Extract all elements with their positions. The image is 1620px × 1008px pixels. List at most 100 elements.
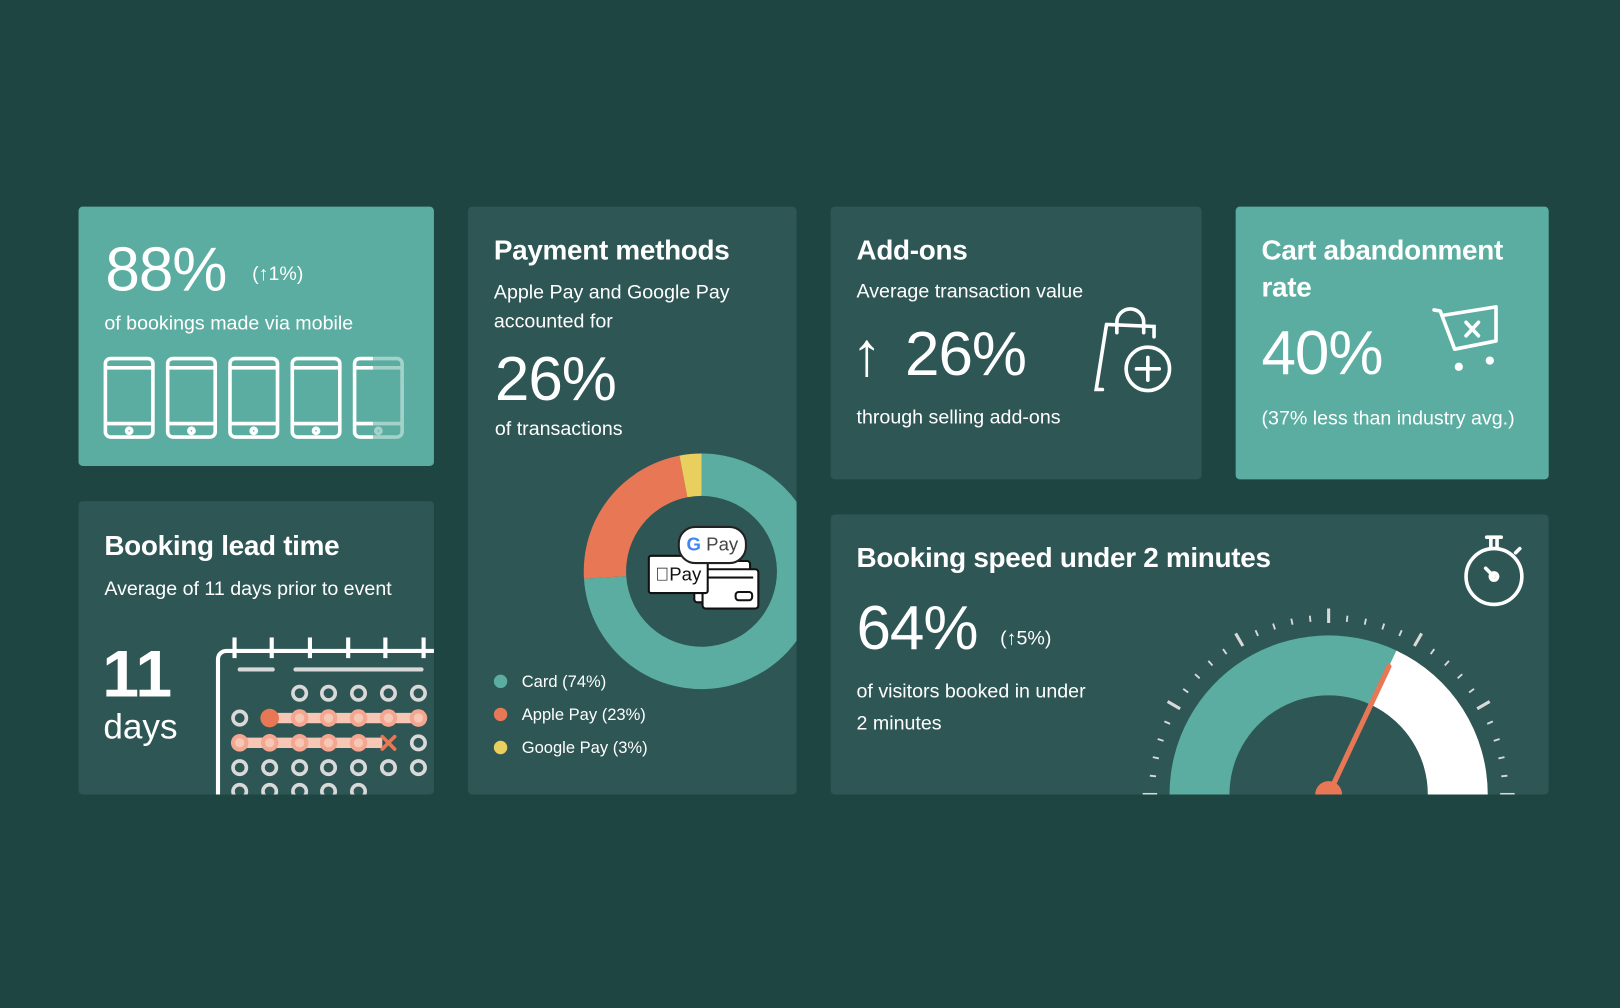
smartphone-icon (352, 356, 404, 439)
calendar-day (409, 684, 427, 702)
apple-pay-label: Pay (662, 564, 701, 585)
phone-button (124, 426, 134, 436)
calendar-day (409, 734, 427, 752)
gauge-tick (1182, 688, 1189, 694)
cart-title-1: Cart abandonment (1261, 234, 1503, 266)
gauge-tick (1468, 688, 1475, 694)
speed-caption-1: of visitors booked in under (856, 680, 1086, 703)
cart-x-icon (1432, 305, 1498, 371)
lead-day-inner (323, 738, 334, 748)
phone-body (290, 356, 342, 439)
gauge-needle-hub (1315, 781, 1343, 795)
lead-value: 11 (102, 636, 173, 711)
speed-gauge (1142, 608, 1515, 795)
smartphone-icon (165, 356, 218, 439)
phone-outline (352, 356, 373, 439)
phone-button (311, 426, 321, 436)
gauge-tick (1457, 673, 1463, 680)
phone-outline (228, 356, 280, 439)
google-g-icon: G (686, 534, 701, 555)
lead-unit: days (103, 707, 178, 747)
google-pay-label: Pay (706, 534, 739, 555)
gauge-tick (1157, 738, 1164, 742)
legend-label: Card (74%) (521, 673, 607, 692)
smartphone-icon (290, 356, 342, 439)
legend-swatch (493, 707, 508, 722)
calendar-day (291, 684, 309, 702)
payment-title: Payment methods (493, 234, 730, 266)
smartphone-icon (103, 356, 155, 439)
lead-day-inner (294, 713, 305, 723)
gauge-tick (1152, 756, 1160, 760)
mobile-value: 88% (105, 234, 227, 304)
gauge-remaining (1370, 650, 1488, 795)
calendar-day (261, 782, 279, 795)
calendar-day (231, 782, 249, 795)
smartphone-icon (228, 356, 280, 439)
addons-arrow-icon: ↑ (851, 319, 882, 389)
shopping-bag-plus-icon (1094, 307, 1172, 393)
calendar-day (320, 759, 338, 777)
addons-subtitle: Average transaction value (856, 281, 1084, 303)
mobile-bookings-card: 88% (↑1%) of bookings made via mobile (78, 206, 434, 466)
smartphone-icons (103, 356, 404, 439)
speed-caption-2: 2 minutes (856, 712, 942, 735)
phone-body (352, 356, 373, 439)
addons-value: 26% (905, 319, 1027, 389)
lead-day-inner (353, 738, 364, 748)
google-pay-badge: G Pay (677, 525, 747, 565)
payment-methods-card: Payment methods Apple Pay and Google Pay… (468, 206, 797, 795)
calendar-day (349, 782, 368, 795)
gauge-needle (1326, 663, 1392, 795)
gauge-tick (1254, 629, 1259, 637)
gauge-tick (1345, 615, 1349, 622)
legend-swatch (493, 740, 508, 755)
lead-day-inner (235, 738, 245, 748)
gauge-tick (1290, 618, 1294, 625)
gauge-tick (1308, 615, 1312, 622)
payment-donut-chart (583, 453, 797, 690)
addons-caption: through selling add-ons (856, 407, 1061, 429)
gauge-tick (1444, 660, 1450, 667)
gauge-tick (1429, 648, 1436, 655)
donut-slice-card (583, 453, 797, 690)
phone-button (249, 426, 259, 436)
addons-title: Add-ons (856, 234, 968, 266)
phone-body (372, 356, 404, 439)
stopwatch-icon (1464, 535, 1524, 607)
gauge-tick (1493, 738, 1500, 742)
phone-outline (290, 356, 342, 439)
lead-day-inner (413, 713, 424, 723)
calendar-frame (215, 648, 434, 795)
lead-time-card: Booking lead time Average of 11 days pri… (78, 501, 434, 795)
calendar-day (320, 782, 338, 795)
apple-logo-icon:  (655, 564, 669, 585)
lead-day-inner (383, 713, 394, 723)
lead-day-inner (265, 738, 275, 748)
gauge-tick (1501, 774, 1508, 778)
speed-title: Booking speed under 2 minutes (856, 542, 1271, 574)
gauge-tick (1486, 720, 1494, 725)
phone-button (187, 426, 196, 436)
donut-slice-apple-pay (583, 455, 688, 579)
gauge-tick (1398, 629, 1403, 637)
cart-value: 40% (1261, 318, 1383, 388)
calendar-day (261, 759, 279, 777)
phone-outline (103, 356, 155, 439)
legend-item: Google Pay (3%) (493, 740, 648, 759)
calendar-day (231, 709, 249, 727)
mobile-change: (↑1%) (252, 263, 304, 286)
legend-item: Apple Pay (23%) (493, 707, 646, 726)
gauge-tick (1381, 623, 1386, 630)
gauge-tick (1207, 660, 1214, 667)
addons-card: Add-ons Average transaction value ↑ 26% … (830, 206, 1202, 480)
gauge-tick (1234, 632, 1245, 647)
lead-subtitle: Average of 11 days prior to event (104, 578, 392, 601)
cart-abandonment-card: Cart abandonment rate 40% (37% less than… (1235, 206, 1549, 480)
speed-value: 64% (856, 593, 978, 663)
gauge-tick (1498, 756, 1505, 760)
calendar-day (379, 759, 397, 777)
booking-day (260, 708, 279, 728)
gauge-filled (1169, 635, 1397, 795)
